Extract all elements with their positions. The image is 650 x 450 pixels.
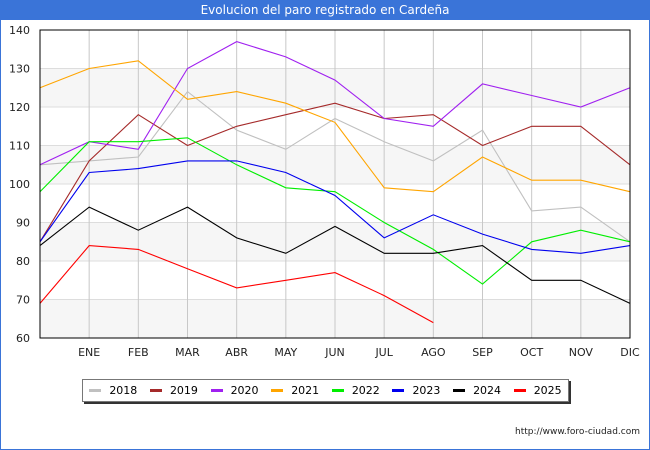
x-tick-label: FEB [128,346,149,359]
legend-label: 2018 [109,384,138,397]
series-line-2025 [39,245,434,324]
legend-swatch [453,389,466,392]
legend-label: 2024 [473,384,502,397]
legend-item-2021: 2021 [271,384,319,397]
legend-swatch [271,389,284,392]
series-line-2022 [39,137,631,285]
x-tick-label: OCT [520,346,543,359]
x-tick-label: JUL [374,346,393,359]
x-tick-label: MAR [175,346,200,359]
x-tick-label: NOV [569,346,594,359]
y-axis-ticks: 60 70 80 90 100 110 120 130 140 [9,24,30,345]
legend-label: 2023 [412,384,441,397]
series-line-2019 [39,102,631,243]
series-line-2021 [39,60,631,193]
legend-swatch [392,389,405,392]
legend-swatch [149,389,162,392]
series-line-2020 [39,41,631,166]
legend-item-2018: 2018 [89,384,137,397]
x-tick-label: ENE [78,346,100,359]
series-line-2024 [39,206,631,304]
legend-item-2023: 2023 [392,384,440,397]
source-credit: http://www.foro-ciudad.com [515,427,640,437]
legend-swatch [210,389,223,392]
legend-label: 2025 [533,384,562,397]
series-lines [39,41,631,324]
y-tick-label: 120 [9,101,30,114]
x-tick-label: ABR [225,346,248,359]
legend-label: 2022 [351,384,380,397]
series-line-2018 [39,90,631,243]
legend-label: 2021 [291,384,320,397]
legend-item-2025: 2025 [513,384,562,397]
x-tick-label: JUN [324,346,345,359]
legend-label: 2020 [230,384,259,397]
y-tick-label: 60 [16,332,30,345]
legend-label: 2019 [169,384,198,397]
legend-swatch [89,389,102,392]
y-tick-label: 110 [9,140,30,153]
legend-swatch [331,389,344,392]
y-tick-label: 130 [9,63,30,76]
y-tick-label: 70 [16,294,30,307]
series-line-2023 [39,160,631,254]
legend: 2018 2019 2020 2021 2022 2023 2024 2025 [82,379,569,402]
chart-title: Evolucion del paro registrado en Cardeña [200,3,450,17]
legend-item-2022: 2022 [331,384,380,397]
x-tick-label: SEP [472,346,493,359]
x-tick-label: MAY [274,346,297,359]
legend-swatch [513,389,526,392]
y-tick-label: 100 [9,178,30,191]
y-tick-label: 90 [16,217,30,230]
legend-item-2019: 2019 [149,384,198,397]
legend-item-2020: 2020 [210,384,259,397]
legend-item-2024: 2024 [453,384,501,397]
y-tick-label: 80 [16,255,30,268]
y-tick-label: 140 [9,24,30,37]
x-axis-ticks: ENE FEB MAR ABR MAY JUN JUL AGO SEP OCT NOV DIC [78,346,640,359]
x-tick-label: DIC [620,346,640,359]
plot-border [39,29,631,339]
x-tick-label: AGO [421,346,446,359]
